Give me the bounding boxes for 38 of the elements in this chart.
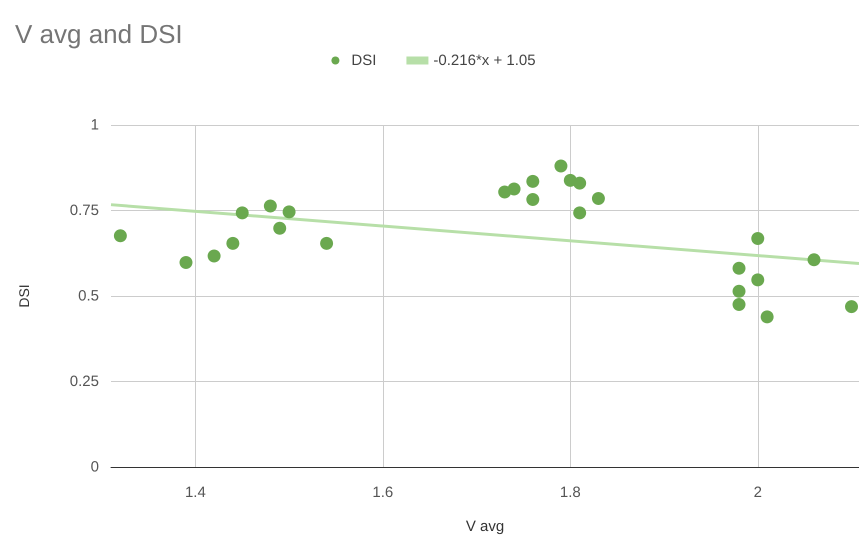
point [732,284,746,298]
point [808,253,821,266]
x-tick-label: 2 [754,484,762,501]
x-axis-title: V avg [466,518,504,535]
point [526,174,540,188]
legend-label: DSI [351,52,376,69]
point [751,273,764,286]
point [751,232,764,246]
point [526,193,540,206]
point [282,205,296,218]
point [592,192,605,206]
point [573,206,586,220]
point [226,236,240,250]
point [180,256,192,269]
point [114,229,127,242]
point [732,298,746,312]
y-tick-label: 1 [90,116,99,134]
point [508,182,521,196]
y-tick-label: 0.25 [70,373,99,390]
point [573,176,586,190]
chart-title: V avg and DSI [15,19,183,49]
point [273,222,286,235]
y-axis-title: DSI [16,284,32,308]
point [845,300,858,314]
x-tick-label: 1.4 [184,484,206,501]
point [264,200,277,213]
point [208,249,221,262]
y-tick-label: 0 [90,458,99,476]
point [320,236,334,250]
x-tick-label: 1.8 [560,484,581,501]
point [554,160,568,173]
x-tick-label: 1.6 [372,484,394,501]
point [732,262,746,275]
point [236,206,249,220]
y-tick-label: 0.75 [70,202,99,219]
y-tick-label: 0.5 [78,288,99,304]
legend-label: -0.216*x + 1.05 [433,52,536,69]
point [760,310,774,324]
